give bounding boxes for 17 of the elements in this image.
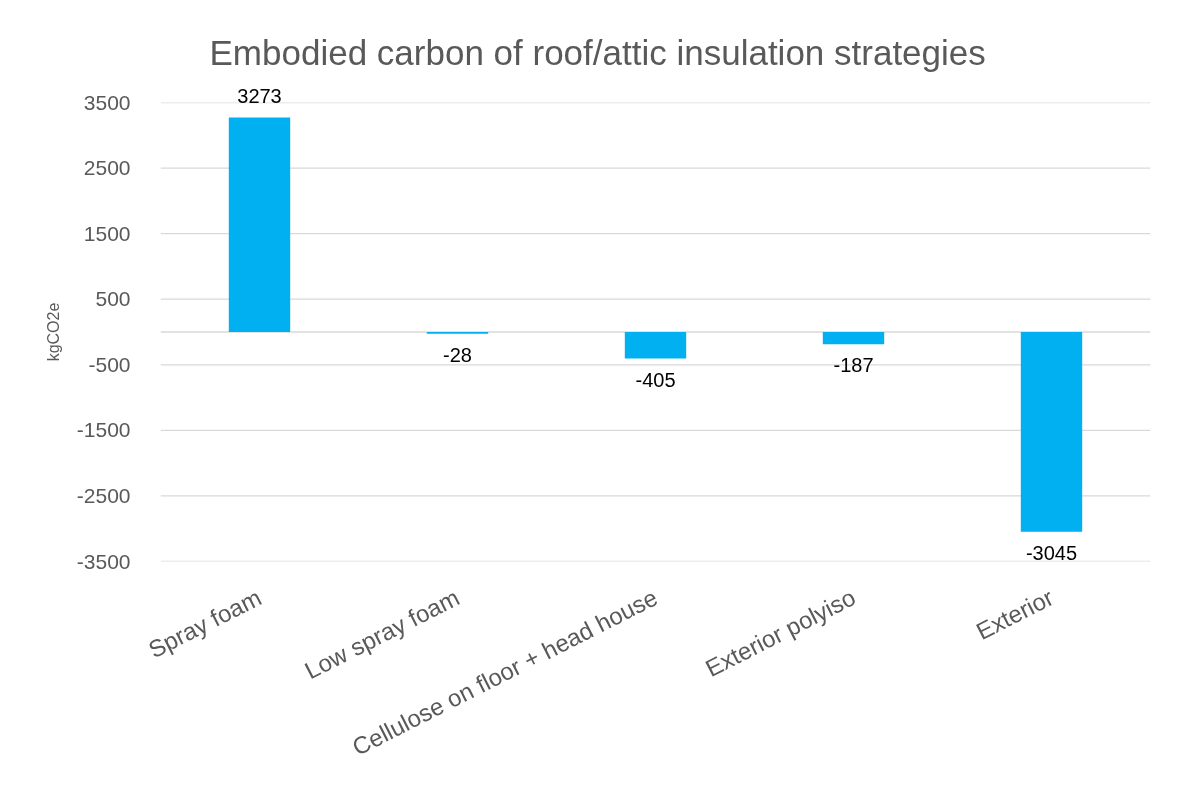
y-tick-label: -500	[88, 352, 131, 376]
data-label: -187	[833, 354, 874, 377]
data-label: -3045	[1025, 541, 1078, 564]
x-tick-label: Low spray foam	[300, 583, 464, 685]
y-tick-label: 2500	[83, 156, 131, 180]
chart-title: Embodied carbon of roof/attic insulation strategies	[209, 33, 986, 72]
y-tick-label: 3500	[83, 90, 131, 114]
y-axis-title: kgCO2e	[44, 302, 62, 362]
y-tick-label: -3500	[76, 549, 131, 573]
x-tick-label: Spray foam	[143, 583, 266, 664]
y-tick-label: -1500	[76, 418, 131, 442]
data-label: 3273	[237, 85, 282, 108]
y-tick-label: 1500	[83, 221, 131, 245]
y-tick-label: -2500	[76, 483, 131, 507]
y-tick-label: 500	[95, 287, 131, 311]
data-label: -28	[443, 343, 472, 366]
data-label: -405	[635, 368, 676, 391]
